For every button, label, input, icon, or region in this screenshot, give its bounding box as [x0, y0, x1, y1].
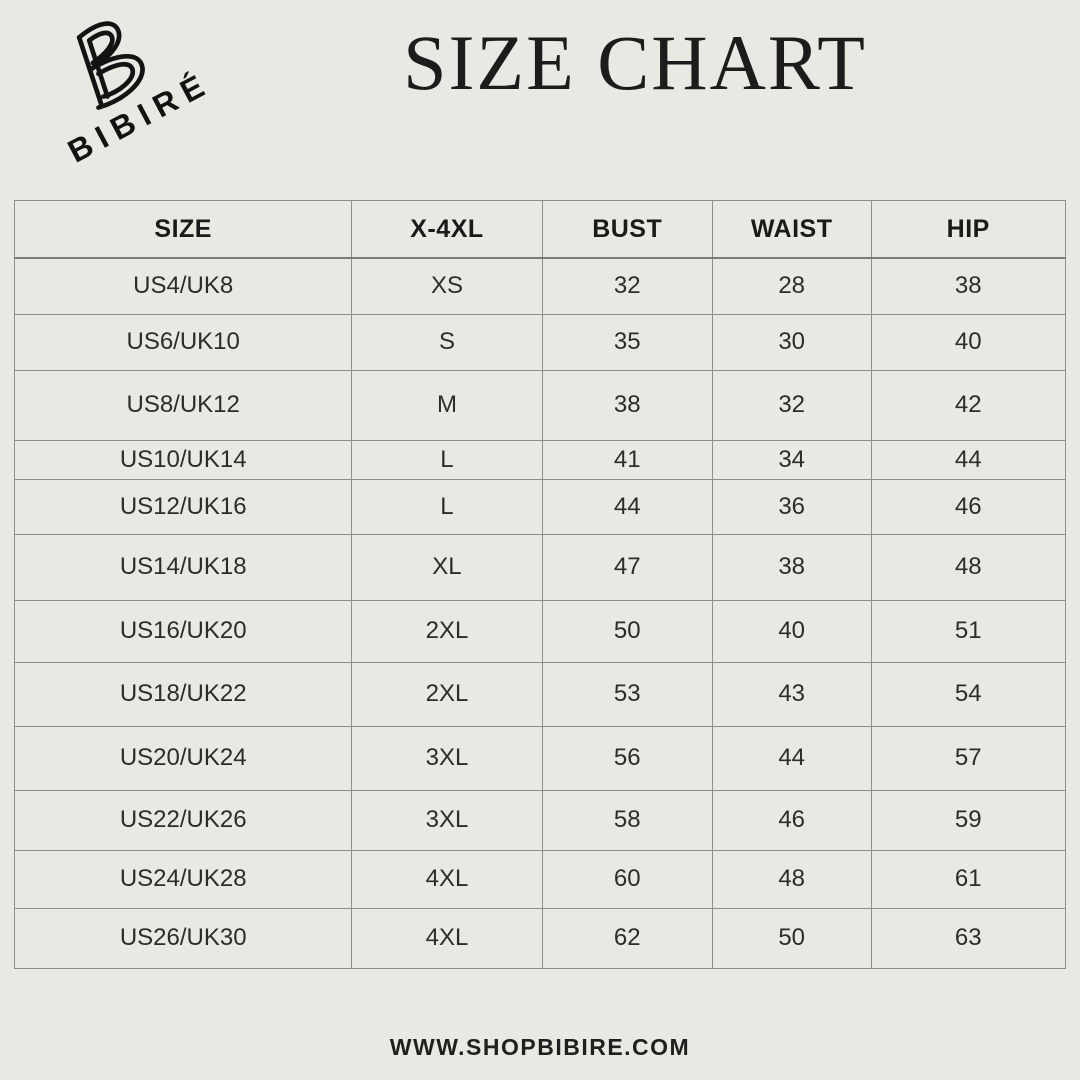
website-url: WWW.SHOPBIBIRE.COM	[389, 1034, 691, 1060]
measurement-cell: S	[351, 313, 543, 371]
table-row: US22/UK26 3XL 58 46 59	[13, 789, 1067, 851]
measurement-cell: 62	[541, 907, 713, 969]
column-header-hip: HIP	[870, 200, 1067, 259]
size-cell: US16/UK20	[13, 599, 353, 663]
table-row: US14/UK18 XL 47 38 48	[13, 533, 1067, 601]
size-cell: US8/UK12	[13, 369, 353, 441]
measurement-cell: 44	[711, 725, 872, 791]
table-row: US24/UK28 4XL 60 48 61	[13, 849, 1067, 909]
measurement-cell: XL	[351, 533, 543, 601]
measurement-cell: 34	[711, 439, 872, 480]
measurement-cell: 50	[541, 599, 713, 663]
measurement-cell: 60	[541, 849, 713, 909]
measurement-cell: 3XL	[351, 789, 543, 851]
measurement-cell: 3XL	[351, 725, 543, 791]
table-row: US8/UK12 M 38 32 42	[13, 369, 1067, 441]
measurement-cell: 46	[870, 478, 1067, 535]
table-row: US26/UK30 4XL 62 50 63	[13, 907, 1067, 969]
measurement-cell: 40	[870, 313, 1067, 371]
measurement-cell: 38	[711, 533, 872, 601]
table-row: US12/UK16 L 44 36 46	[13, 478, 1067, 535]
measurement-cell: 51	[870, 599, 1067, 663]
size-cell: US6/UK10	[13, 313, 353, 371]
column-header-bust: BUST	[541, 200, 713, 259]
table-row: US20/UK24 3XL 56 44 57	[13, 725, 1067, 791]
size-cell: US24/UK28	[13, 849, 353, 909]
measurement-cell: 59	[870, 789, 1067, 851]
brand-logo: BIBIRÉ	[0, 0, 250, 188]
measurement-cell: 2XL	[351, 599, 543, 663]
measurement-cell: 44	[541, 478, 713, 535]
measurement-cell: 54	[870, 661, 1067, 727]
measurement-cell: 43	[711, 661, 872, 727]
measurement-cell: L	[351, 478, 543, 535]
measurement-cell: L	[351, 439, 543, 480]
measurement-cell: 47	[541, 533, 713, 601]
measurement-cell: 63	[870, 907, 1067, 969]
table-row: US4/UK8 XS 32 28 38	[13, 257, 1067, 315]
measurement-cell: 58	[541, 789, 713, 851]
measurement-cell: 42	[870, 369, 1067, 441]
measurement-cell: 32	[711, 369, 872, 441]
table-row: US16/UK20 2XL 50 40 51	[13, 599, 1067, 663]
measurement-cell: 40	[711, 599, 872, 663]
size-cell: US10/UK14	[13, 439, 353, 480]
measurement-cell: M	[351, 369, 543, 441]
measurement-cell: XS	[351, 257, 543, 315]
size-cell: US20/UK24	[13, 725, 353, 791]
measurement-cell: 48	[870, 533, 1067, 601]
measurement-cell: 28	[711, 257, 872, 315]
measurement-cell: 46	[711, 789, 872, 851]
column-header-waist: WAIST	[711, 200, 872, 259]
measurement-cell: 4XL	[351, 849, 543, 909]
measurement-cell: 36	[711, 478, 872, 535]
measurement-cell: 32	[541, 257, 713, 315]
measurement-cell: 48	[711, 849, 872, 909]
column-header-x-4xl: X-4XL	[351, 200, 543, 259]
size-cell: US4/UK8	[13, 257, 353, 315]
measurement-cell: 38	[541, 369, 713, 441]
table-header-row: SIZE X-4XL BUST WAIST HIP	[13, 200, 1067, 259]
measurement-cell: 2XL	[351, 661, 543, 727]
measurement-cell: 53	[541, 661, 713, 727]
table-row: US6/UK10 S 35 30 40	[13, 313, 1067, 371]
bibire-b-monogram-icon	[76, 21, 145, 110]
measurement-cell: 44	[870, 439, 1067, 480]
measurement-cell: 41	[541, 439, 713, 480]
measurement-cell: 61	[870, 849, 1067, 909]
measurement-cell: 56	[541, 725, 713, 791]
measurement-cell: 4XL	[351, 907, 543, 969]
table-row: US10/UK14 L 41 34 44	[13, 439, 1067, 480]
size-cell: US26/UK30	[13, 907, 353, 969]
size-cell: US14/UK18	[13, 533, 353, 601]
measurement-cell: 50	[711, 907, 872, 969]
table-row: US18/UK22 2XL 53 43 54	[13, 661, 1067, 727]
page-title: SIZE CHART	[403, 19, 867, 106]
measurement-cell: 38	[870, 257, 1067, 315]
column-header-size: SIZE	[13, 200, 353, 259]
size-cell: US22/UK26	[13, 789, 353, 851]
measurement-cell: 57	[870, 725, 1067, 791]
size-chart-table: SIZE X-4XL BUST WAIST HIP US4/UK8 XS 32 28 38 US6…	[13, 200, 1067, 969]
size-cell: US12/UK16	[13, 478, 353, 535]
measurement-cell: 30	[711, 313, 872, 371]
measurement-cell: 35	[541, 313, 713, 371]
size-cell: US18/UK22	[13, 661, 353, 727]
